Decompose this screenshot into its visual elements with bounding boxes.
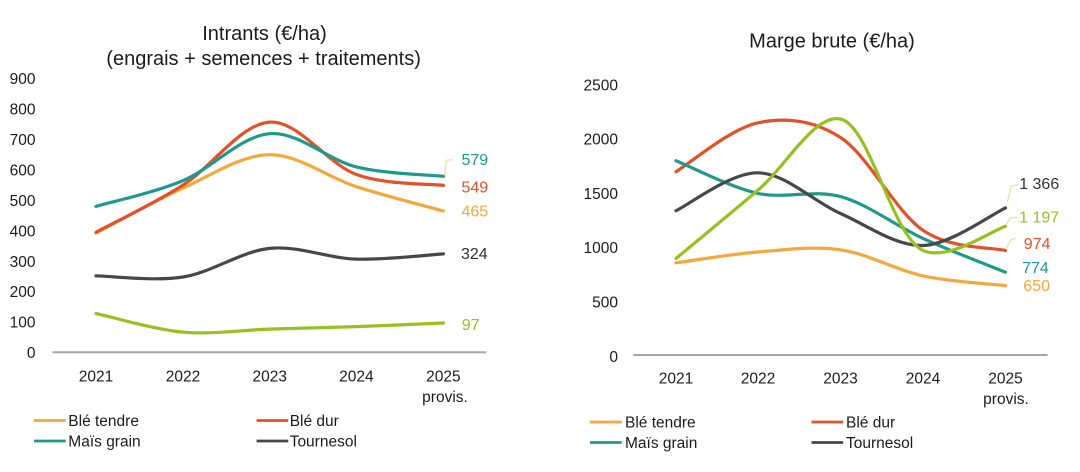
- svg-text:579: 579: [462, 152, 489, 169]
- svg-text:Tournesol: Tournesol: [846, 435, 913, 452]
- svg-text:2022: 2022: [166, 369, 200, 386]
- svg-text:0: 0: [27, 345, 36, 362]
- svg-text:Blé tendre: Blé tendre: [625, 415, 696, 432]
- svg-text:2022: 2022: [741, 370, 775, 387]
- svg-text:Intrants (€/ha): Intrants (€/ha): [202, 23, 327, 45]
- svg-text:1 197: 1 197: [1019, 209, 1059, 226]
- svg-text:2024: 2024: [339, 369, 374, 386]
- svg-text:500: 500: [10, 193, 36, 210]
- svg-text:974: 974: [1024, 236, 1051, 253]
- svg-text:Tournesol: Tournesol: [290, 434, 357, 451]
- svg-text:1500: 1500: [584, 186, 619, 203]
- svg-text:549: 549: [462, 179, 489, 196]
- svg-text:2021: 2021: [79, 369, 113, 386]
- svg-text:600: 600: [10, 163, 36, 180]
- svg-text:500: 500: [592, 295, 618, 312]
- svg-text:700: 700: [10, 132, 36, 149]
- svg-text:1000: 1000: [584, 240, 619, 257]
- svg-text:1 366: 1 366: [1019, 176, 1059, 193]
- svg-text:900: 900: [10, 71, 36, 88]
- svg-text:(engrais + semences + traiteme: (engrais + semences + traitements): [106, 48, 421, 70]
- svg-text:2025: 2025: [426, 369, 460, 386]
- svg-text:0: 0: [609, 349, 618, 366]
- svg-text:Blé dur: Blé dur: [290, 413, 339, 430]
- svg-text:324: 324: [461, 246, 488, 263]
- svg-text:465: 465: [462, 203, 489, 220]
- svg-text:Marge brute (€/ha): Marge brute (€/ha): [749, 31, 915, 53]
- svg-text:800: 800: [10, 102, 36, 119]
- svg-text:2023: 2023: [252, 369, 286, 386]
- svg-text:200: 200: [10, 284, 36, 301]
- svg-text:2023: 2023: [823, 370, 857, 387]
- svg-text:Blé dur: Blé dur: [846, 415, 895, 432]
- svg-text:650: 650: [1023, 278, 1050, 295]
- svg-text:2021: 2021: [659, 370, 693, 387]
- svg-text:774: 774: [1022, 260, 1049, 277]
- svg-text:Maïs grain: Maïs grain: [625, 435, 697, 452]
- svg-text:300: 300: [10, 254, 36, 271]
- svg-text:100: 100: [10, 315, 36, 332]
- svg-text:2500: 2500: [584, 77, 619, 94]
- svg-text:97: 97: [462, 317, 480, 334]
- svg-text:400: 400: [10, 223, 36, 240]
- svg-text:provis.: provis.: [983, 391, 1029, 408]
- svg-text:Maïs grain: Maïs grain: [68, 434, 140, 451]
- svg-text:2025: 2025: [988, 370, 1022, 387]
- svg-text:2024: 2024: [906, 370, 941, 387]
- svg-text:provis.: provis.: [422, 389, 468, 406]
- svg-text:2000: 2000: [584, 132, 619, 149]
- svg-text:Blé tendre: Blé tendre: [68, 413, 139, 430]
